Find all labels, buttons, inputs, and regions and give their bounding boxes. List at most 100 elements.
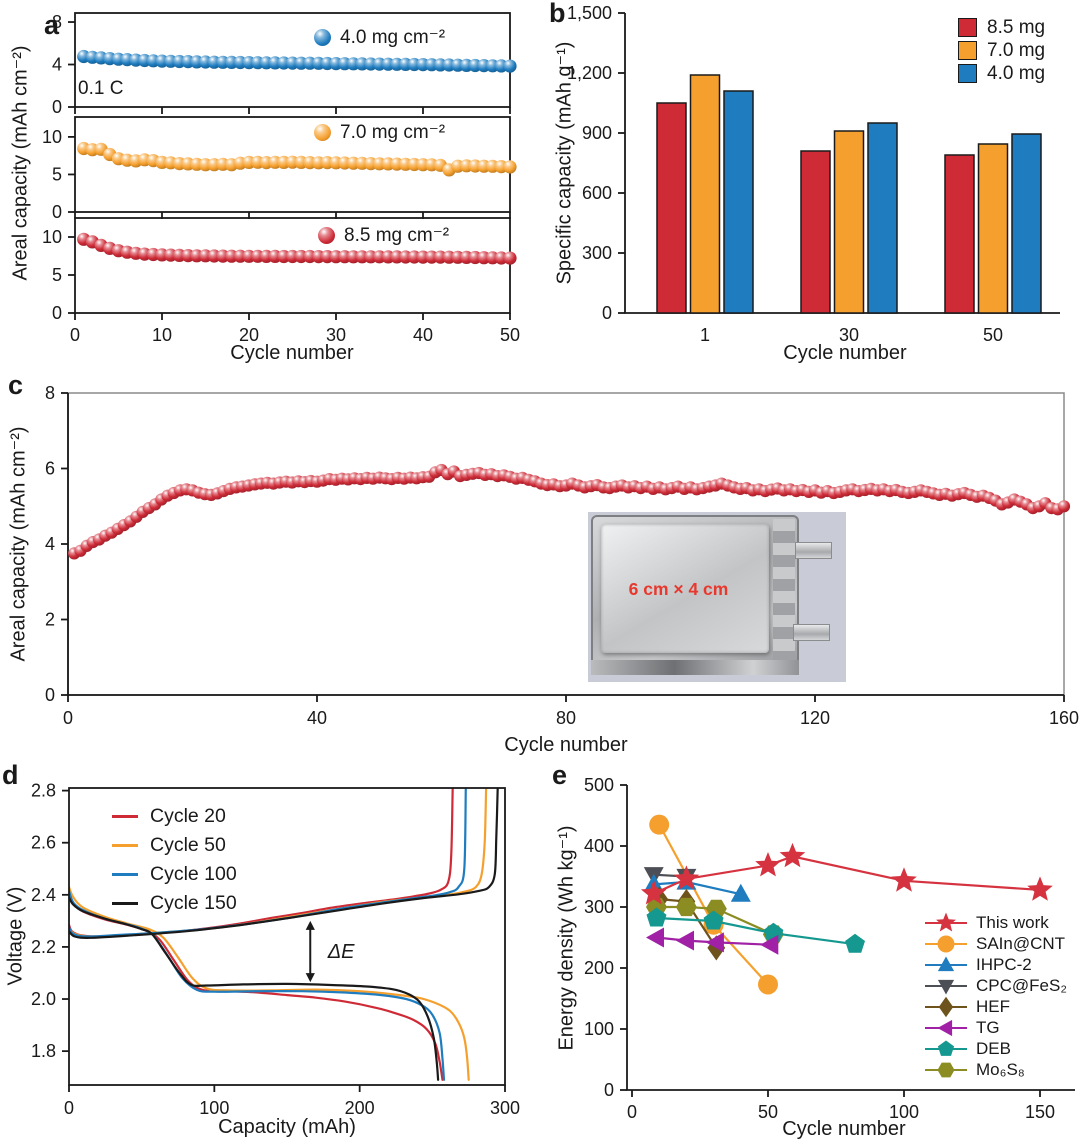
svg-text:40: 40: [307, 708, 327, 728]
pouch-tab-top: [795, 542, 832, 559]
svg-text:900: 900: [582, 123, 612, 143]
panel-a-rate-annotation: 0.1 C: [78, 78, 124, 99]
panel-b: 0 300 600 900 1,200 1,500 1 30 50 b Specific cap…: [540, 0, 1080, 370]
svg-text:1,500: 1,500: [567, 3, 612, 23]
svg-text:0: 0: [602, 303, 612, 323]
panel-d-x-axis-label: Capacity (mAh): [218, 1116, 356, 1138]
legend-label: TG: [976, 1017, 1000, 1037]
panel-a-legend-item-8.5mg: 8.5 mg cm⁻²: [318, 224, 449, 247]
legend-label: Cycle 20: [150, 805, 226, 827]
svg-text:2.6: 2.6: [31, 833, 56, 853]
red-sphere-icon: [318, 227, 335, 244]
legend-label: Cycle 50: [150, 834, 226, 856]
svg-text:1,200: 1,200: [567, 63, 612, 83]
legend-label: 4.0 mg: [987, 62, 1046, 84]
panel-c-chart: 0 40 80 120 160 0 2 4 6 8: [45, 383, 1079, 728]
svg-text:0: 0: [52, 303, 62, 323]
svg-text:0: 0: [52, 202, 62, 222]
svg-text:300: 300: [490, 1098, 520, 1118]
panel-d-letter: d: [2, 760, 19, 790]
legend-label: 4.0 mg cm⁻²: [340, 27, 446, 48]
legend-item: Cycle 150: [112, 889, 237, 918]
legend-label: DEB: [976, 1038, 1011, 1058]
svg-text:10: 10: [42, 127, 62, 147]
panel-e-y-axis-label: Energy density (Wh kg⁻¹): [555, 825, 578, 1051]
diamond-icon: [925, 996, 967, 1017]
svg-text:80: 80: [556, 708, 576, 728]
legend-label: 7.0 mg cm⁻²: [340, 122, 446, 143]
panel-a-legend-item-7mg: 7.0 mg cm⁻²: [314, 121, 445, 144]
svg-text:8: 8: [45, 383, 55, 403]
svg-text:400: 400: [584, 836, 614, 856]
svg-text:8: 8: [52, 12, 62, 32]
orange-line-icon: [112, 844, 138, 847]
legend-item: IHPC-2: [923, 954, 1067, 975]
legend-label: SAIn@CNT: [976, 933, 1066, 953]
svg-text:120: 120: [800, 708, 830, 728]
svg-text:50: 50: [500, 325, 520, 345]
svg-text:1.8: 1.8: [31, 1041, 56, 1061]
blue-line-icon: [112, 873, 138, 876]
legend-item: SAIn@CNT: [923, 933, 1067, 954]
legend-label: 8.5 mg: [987, 16, 1046, 38]
panel-b-y-axis-label: Specific capacity (mAh g⁻¹): [553, 41, 576, 285]
svg-text:4: 4: [52, 55, 62, 75]
legend-label: CPC@FeS₂: [976, 975, 1067, 995]
panel-a-x-axis-label: Cycle number: [230, 342, 354, 364]
svg-text:5: 5: [52, 164, 62, 184]
triangle-down-icon: [925, 979, 967, 994]
panel-e-letter: e: [552, 760, 568, 790]
svg-text:30: 30: [839, 325, 859, 345]
svg-text:300: 300: [584, 897, 614, 917]
panel-c-letter: c: [8, 370, 24, 400]
pouch-size-label: 6 cm × 4 cm: [628, 579, 729, 599]
panel-a-legend-item-4mg: 4.0 mg cm⁻²: [314, 26, 445, 49]
pouch-cell-body: [601, 524, 769, 653]
panel-e-x-axis-label: Cycle number: [782, 1118, 906, 1140]
panel-a-y-axis-label: Areal capacity (mAh cm⁻²): [9, 45, 32, 281]
svg-text:2: 2: [45, 610, 55, 630]
pentagon-icon: [925, 1040, 967, 1056]
panel-e: 0 50 100 150 0 100 200 300 400 500 e Energy densi…: [540, 760, 1080, 1142]
pouch-cell: 6 cm × 4 cm: [591, 515, 799, 675]
hexagon-icon: [925, 1062, 967, 1077]
blue-sphere-icon: [314, 29, 331, 46]
panel-a: 0 4 8 0 5 10 0 10 20 30 40 50 0 5 10 a Areal capacity …: [0, 0, 540, 370]
svg-text:2.2: 2.2: [31, 937, 56, 957]
svg-text:0: 0: [64, 1098, 74, 1118]
legend-item: Mo₆S₈: [923, 1059, 1067, 1080]
legend-label: 8.5 mg cm⁻²: [344, 225, 450, 246]
svg-text:20: 20: [239, 325, 259, 345]
svg-text:2.0: 2.0: [31, 989, 56, 1009]
svg-text:600: 600: [582, 183, 612, 203]
panel-d: 0 100 200 300 1.8 2.0 2.2 2.4 2.6 2.8 ΔE d Voltage…: [0, 760, 540, 1142]
legend-item: 4.0 mg: [958, 62, 1045, 85]
svg-text:10: 10: [152, 325, 172, 345]
legend-item: CPC@FeS₂: [923, 975, 1067, 996]
svg-text:2.8: 2.8: [31, 781, 56, 801]
blue-square-icon: [958, 64, 977, 83]
panel-a-chart: 0 4 8 0 5 10 0 10 20 30 40 50 0 5 10: [42, 12, 520, 345]
pouch-tab-bottom: [793, 624, 830, 641]
svg-text:100: 100: [199, 1098, 229, 1118]
star-icon: [925, 912, 967, 931]
legend-label: HEF: [976, 996, 1010, 1016]
svg-text:50: 50: [983, 325, 1003, 345]
panel-b-x-axis-label: Cycle number: [783, 342, 907, 364]
black-line-icon: [112, 902, 138, 905]
panel-d-legend: Cycle 20 Cycle 50 Cycle 100 Cycle 150: [112, 802, 237, 918]
svg-text:40: 40: [413, 325, 433, 345]
red-line-icon: [112, 815, 138, 818]
svg-text:0: 0: [627, 1102, 637, 1122]
svg-text:2.4: 2.4: [31, 885, 56, 905]
svg-text:1: 1: [700, 325, 710, 345]
panel-c-x-axis-label: Cycle number: [504, 734, 628, 756]
legend-label: Cycle 150: [150, 892, 237, 914]
circle-icon: [925, 935, 967, 952]
svg-text:0: 0: [52, 97, 62, 117]
svg-text:300: 300: [582, 243, 612, 263]
svg-text:0: 0: [604, 1080, 614, 1100]
legend-item: Cycle 100: [112, 860, 237, 889]
legend-item: Cycle 50: [112, 831, 237, 860]
